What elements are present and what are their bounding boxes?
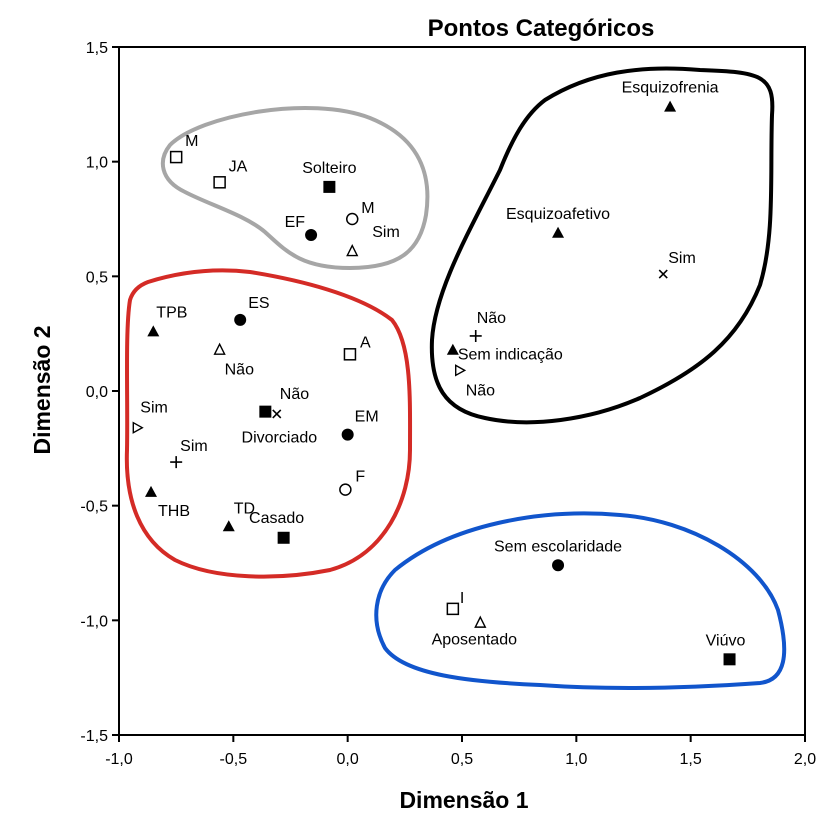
data-point bbox=[305, 229, 318, 242]
data-point bbox=[222, 520, 235, 532]
point-label: F bbox=[355, 469, 365, 486]
data-point bbox=[272, 409, 282, 419]
data-point bbox=[469, 329, 482, 342]
cluster-outline-red bbox=[124, 268, 413, 579]
cluster-outline-blue bbox=[374, 511, 787, 690]
data-point bbox=[169, 150, 183, 164]
x-tick-label: 0,0 bbox=[337, 751, 359, 768]
y-tick-label: 0,5 bbox=[86, 269, 108, 286]
data-point bbox=[170, 456, 183, 469]
x-tick-label: 1,0 bbox=[565, 751, 587, 768]
x-axis-title: Dimensão 1 bbox=[399, 787, 528, 813]
point-label: Casado bbox=[249, 510, 304, 527]
y-axis-ticks: 1,5 1,0 0,5 0,0 -0,5 -1,0 -1,5 bbox=[80, 40, 119, 745]
point-label: Não bbox=[225, 362, 254, 379]
data-point bbox=[455, 364, 467, 377]
point-label: Solteiro bbox=[302, 160, 356, 177]
data-point bbox=[213, 176, 226, 189]
point-label: TPB bbox=[156, 304, 187, 321]
data-point bbox=[339, 483, 352, 496]
point-label: Divorciado bbox=[242, 430, 318, 447]
data-point bbox=[145, 485, 158, 497]
x-tick-label: 1,5 bbox=[680, 751, 702, 768]
data-point bbox=[552, 226, 565, 238]
data-points bbox=[132, 100, 736, 666]
point-label: Não bbox=[280, 386, 309, 403]
data-point bbox=[259, 405, 272, 418]
point-label: M bbox=[361, 200, 374, 217]
x-axis-ticks: -1,0 -0,5 0,0 0,5 1,0 1,5 2,0 bbox=[105, 735, 816, 768]
point-label: TD bbox=[234, 500, 255, 517]
data-point bbox=[552, 559, 565, 572]
data-point bbox=[234, 313, 247, 326]
point-label: I bbox=[460, 590, 464, 607]
data-point bbox=[723, 653, 736, 666]
point-label: Esquizofrenia bbox=[622, 80, 719, 97]
x-tick-label: -1,0 bbox=[105, 751, 133, 768]
point-label: Aposentado bbox=[432, 632, 518, 649]
cluster-outline-grey bbox=[161, 106, 430, 271]
point-label: Esquizoafetivo bbox=[506, 206, 610, 223]
point-label: EF bbox=[285, 214, 306, 231]
data-point bbox=[446, 602, 460, 616]
point-label: Sim bbox=[668, 250, 696, 267]
x-tick-label: 2,0 bbox=[794, 751, 816, 768]
point-labels: M JA Solteiro M EF Sim Esquizofrenia Esquizoafe… bbox=[140, 80, 745, 650]
data-point bbox=[213, 342, 226, 355]
data-point bbox=[343, 348, 357, 361]
data-point bbox=[345, 212, 359, 226]
point-label: Não bbox=[466, 382, 495, 399]
y-tick-label: -0,5 bbox=[80, 499, 108, 516]
point-label: ES bbox=[248, 295, 269, 312]
data-point bbox=[474, 615, 487, 628]
point-label: Sim bbox=[372, 224, 400, 241]
data-point bbox=[132, 421, 144, 434]
data-point bbox=[446, 343, 459, 355]
point-label: Sim bbox=[140, 400, 168, 417]
data-point bbox=[664, 100, 677, 112]
chart-title: Pontos Categóricos bbox=[428, 15, 655, 42]
point-label: JA bbox=[229, 158, 248, 175]
y-tick-label: 0,0 bbox=[86, 384, 108, 401]
data-point bbox=[323, 180, 336, 193]
y-tick-label: -1,5 bbox=[80, 728, 108, 745]
cluster-outline-black bbox=[429, 66, 775, 425]
cluster-outlines bbox=[124, 66, 787, 690]
point-label: EM bbox=[355, 409, 379, 426]
point-label: Viúvo bbox=[706, 632, 746, 649]
point-label: Sem escolaridade bbox=[494, 538, 622, 555]
x-tick-label: -0,5 bbox=[220, 751, 248, 768]
point-label: Não bbox=[477, 310, 506, 327]
point-label: Sim bbox=[180, 438, 208, 455]
x-tick-label: 0,5 bbox=[451, 751, 473, 768]
y-tick-label: 1,0 bbox=[86, 155, 108, 172]
y-tick-label: -1,0 bbox=[80, 613, 108, 630]
data-point bbox=[147, 325, 160, 337]
point-label: M bbox=[185, 133, 198, 150]
data-point bbox=[277, 531, 290, 544]
data-point bbox=[658, 269, 668, 279]
data-point bbox=[346, 244, 359, 257]
y-tick-label: 1,5 bbox=[86, 40, 108, 57]
point-label: A bbox=[360, 334, 371, 351]
data-point bbox=[341, 428, 354, 441]
point-label: Sem indicação bbox=[458, 347, 563, 364]
y-axis-title: Dimensão 2 bbox=[29, 325, 55, 454]
point-label: THB bbox=[158, 503, 190, 520]
